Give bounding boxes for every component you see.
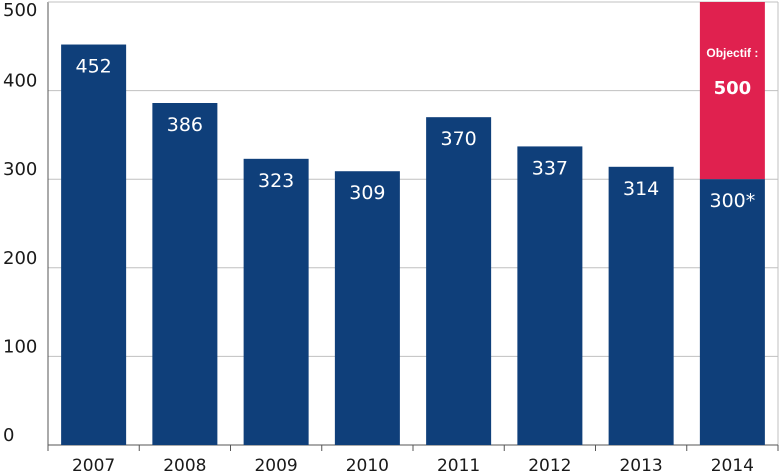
- x-tick-label: 2007: [72, 456, 115, 474]
- bar: [608, 166, 674, 445]
- bar-value-label: 370: [440, 128, 476, 150]
- bar-value-label: 300*: [709, 190, 755, 212]
- x-tick-label: 2014: [711, 456, 754, 474]
- bar: [334, 171, 400, 445]
- bar-value-label: 337: [532, 157, 568, 179]
- y-tick-label: 300: [3, 159, 37, 180]
- y-tick-label: 100: [3, 336, 37, 357]
- bar-value-label: 386: [167, 114, 203, 136]
- target-value-label: 500: [714, 78, 752, 99]
- y-tick-label: 0: [3, 425, 14, 446]
- x-tick-label: 2008: [163, 456, 206, 474]
- y-tick-label: 200: [3, 248, 37, 269]
- bar: [152, 103, 218, 445]
- bars: [61, 2, 765, 446]
- x-tick-label: 2012: [528, 456, 571, 474]
- bar-value-label: 314: [623, 178, 659, 200]
- bar-value-label: 309: [349, 182, 385, 204]
- x-tick-label: 2010: [346, 456, 389, 474]
- bar: [517, 146, 583, 445]
- bar: [426, 117, 492, 446]
- x-tick-label: 2013: [619, 456, 662, 474]
- bar: [699, 179, 765, 445]
- x-tick-label: 2009: [254, 456, 297, 474]
- target-bar: [699, 2, 765, 180]
- target-note: Objectif :: [706, 46, 758, 60]
- bar-value-label: 452: [75, 56, 111, 78]
- bar: [61, 44, 127, 445]
- y-tick-label: 500: [3, 0, 37, 21]
- labels: 0 100 200 300 400 500 452 2007 386 2008 323 2009 309…: [3, 0, 758, 474]
- y-tick-label: 400: [3, 71, 37, 92]
- bar-value-label: 323: [258, 170, 294, 192]
- bar: [243, 158, 309, 445]
- x-tick-label: 2011: [437, 456, 480, 474]
